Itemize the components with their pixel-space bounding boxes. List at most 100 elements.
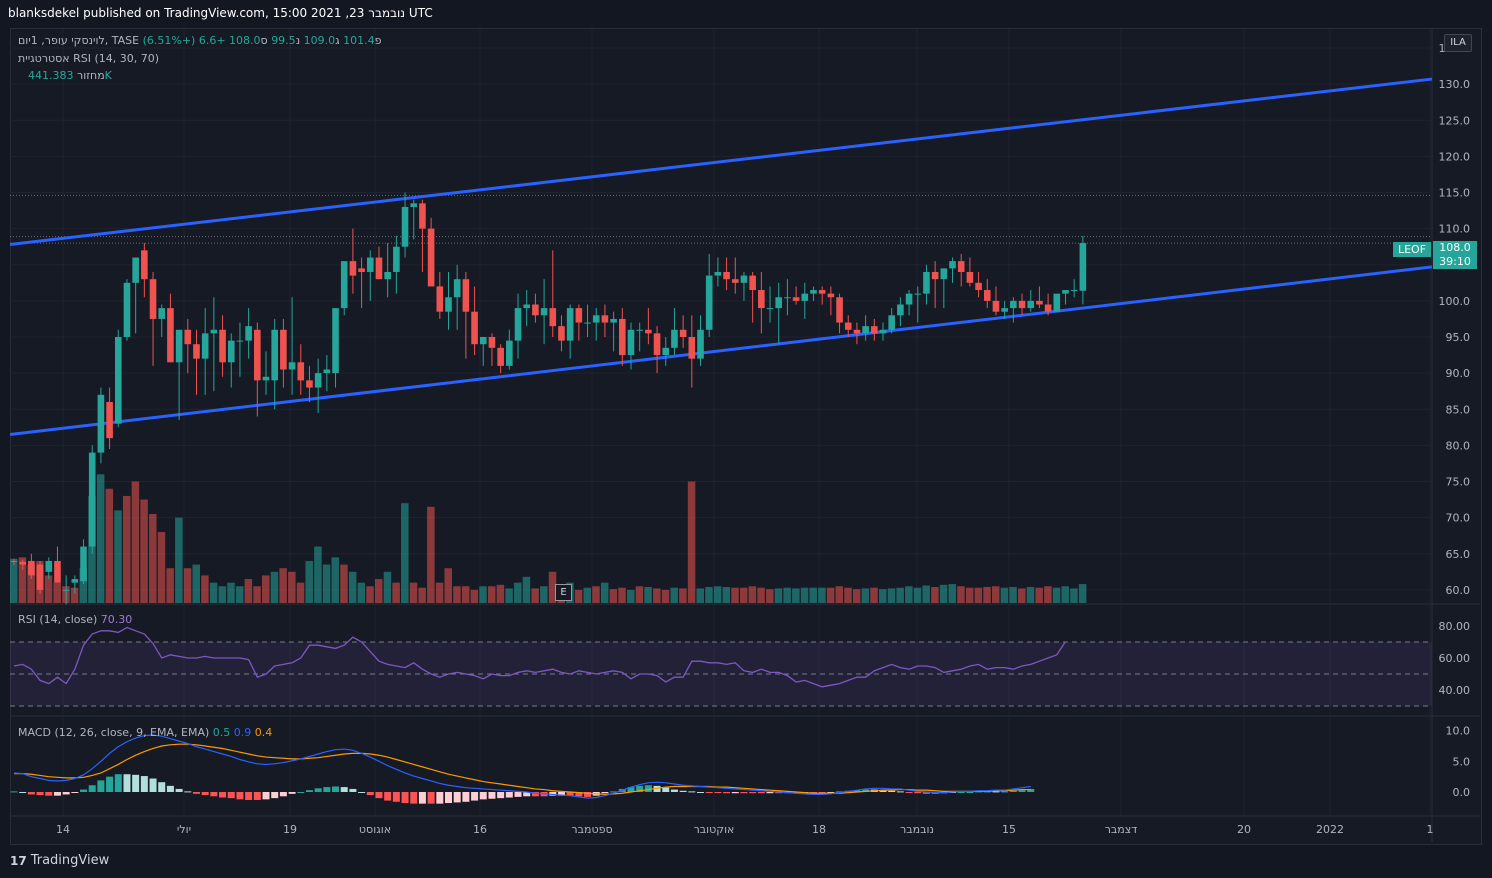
candle-body: [506, 340, 513, 366]
macd-histogram-bar: [1009, 790, 1017, 792]
price-tick-label: 110.0: [1439, 223, 1471, 236]
candle-body: [1010, 300, 1017, 309]
volume-bar: [870, 587, 878, 603]
macd-histogram-bar: [53, 792, 61, 796]
candle-body: [436, 286, 444, 312]
candle-body: [897, 304, 904, 316]
chart-frame: [10, 28, 1482, 845]
candle-body: [141, 250, 148, 280]
volume-bar: [166, 568, 174, 603]
change-value: +6.6 (+6.51%): [142, 34, 226, 47]
open-label: פ: [374, 34, 382, 47]
price-tick-label: 65.0: [1446, 548, 1471, 561]
macd-histogram-bar: [627, 787, 635, 792]
macd-histogram-bar: [610, 791, 618, 793]
volume-label: מחזור: [77, 69, 105, 82]
symbol-title[interactable]: לוינסקי עופר, 1יום, TASE: [18, 34, 140, 47]
volume-bar: [1026, 586, 1035, 603]
macd-histogram-bar: [288, 792, 296, 794]
volume-bar: [444, 568, 452, 603]
price-tick-label: 100.0: [1439, 295, 1471, 308]
time-tick-label: ספטמבר: [571, 823, 612, 836]
macd-line: [13, 734, 1031, 799]
candle-body: [497, 347, 504, 366]
rsi-line: [13, 626, 1067, 688]
strategy-legend[interactable]: אסטרטגיית RSI (14, 30, 70): [18, 52, 160, 65]
macd-histogram-bar: [410, 792, 418, 804]
earnings-marker[interactable]: E: [555, 584, 572, 601]
macd-histogram-bar: [262, 792, 270, 800]
candle-body: [106, 402, 113, 439]
candle-body: [132, 257, 139, 283]
currency-button[interactable]: ILA: [1444, 34, 1472, 52]
candle-body: [540, 308, 548, 316]
candle-body: [453, 279, 461, 298]
candle-body: [775, 297, 783, 309]
volume-bar: [401, 503, 409, 603]
rsi-legend[interactable]: RSI (14, close) 70.30: [18, 613, 132, 626]
time-tick-label: 2022: [1316, 823, 1344, 836]
published-header: blanksdekel published on TradingView.com…: [8, 6, 433, 20]
macd-histogram-bar: [97, 780, 105, 792]
macd-histogram-bar: [1001, 791, 1009, 793]
candle-body: [271, 329, 278, 381]
volume-bar: [514, 582, 522, 603]
candle-body: [575, 308, 583, 323]
macd-line-value: 0.9: [233, 726, 252, 739]
macd-histogram-bar: [809, 792, 817, 794]
volume-bar: [427, 506, 435, 603]
candle-body: [740, 275, 748, 283]
macd-histogram-bar: [36, 792, 44, 796]
candle-body: [175, 329, 183, 363]
candle-body: [766, 308, 774, 310]
volume-bar: [818, 587, 826, 603]
volume-bar: [713, 586, 722, 603]
macd-histogram-bar: [158, 782, 166, 792]
candle-body: [810, 290, 817, 294]
volume-bar: [939, 584, 948, 603]
candle-body: [679, 329, 687, 337]
candle-body: [1053, 293, 1061, 312]
low-value: 99.5: [271, 34, 296, 47]
macd-histogram-bar: [775, 792, 783, 794]
macd-legend[interactable]: MACD (12, 26, close, 9, EMA, EMA) 0.5 0.…: [18, 726, 272, 739]
time-tick-label: 15: [1002, 823, 1016, 836]
tradingview-footer[interactable]: 17 TradingView: [10, 853, 109, 868]
candle-body: [827, 293, 835, 298]
price-tick-label: 90.0: [1446, 367, 1471, 380]
candle-body: [184, 329, 192, 345]
macd-histogram-bar: [644, 785, 652, 792]
candle-body: [36, 564, 44, 590]
macd-histogram-bar: [636, 785, 644, 792]
macd-histogram-bar: [723, 792, 731, 794]
volume-bar: [27, 564, 35, 603]
volume-bar: [96, 474, 105, 603]
macd-histogram-bar: [19, 792, 27, 793]
symbol-price-tag: LEOF: [1393, 242, 1431, 257]
volume-bar: [974, 587, 983, 603]
candle-body: [688, 337, 696, 359]
macd-histogram-bar: [575, 792, 583, 797]
macd-histogram-bar: [445, 792, 452, 804]
macd-histogram-bar: [966, 792, 974, 793]
volume-bar: [722, 586, 731, 603]
candle-body: [957, 261, 965, 272]
macd-histogram-bar: [375, 792, 383, 799]
candle-body: [653, 333, 661, 356]
volume-bar: [53, 582, 61, 603]
volume-bar: [322, 564, 331, 603]
candle-body: [566, 308, 574, 341]
macd-histogram-bar: [71, 792, 79, 793]
volume-bar: [618, 587, 626, 603]
macd-histogram-bar: [80, 789, 88, 792]
time-tick-label: 19: [283, 823, 297, 836]
candle-body: [80, 546, 87, 582]
candle-body: [914, 293, 922, 295]
candle-body: [992, 300, 1000, 312]
macd-histogram-bar: [497, 792, 505, 799]
candle-body: [818, 290, 826, 294]
volume-bar: [696, 588, 705, 603]
volume-bar: [835, 586, 844, 603]
volume-legend[interactable]: מחזור 441.383K: [28, 69, 112, 82]
